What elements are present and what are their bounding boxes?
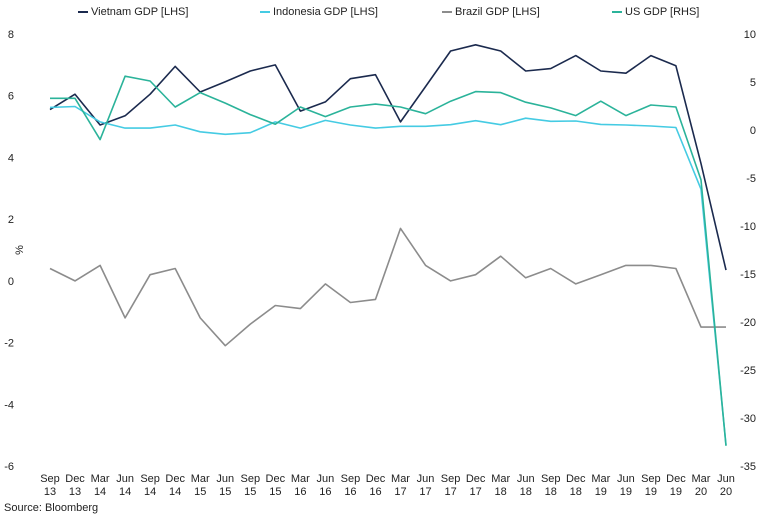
- x-axis-tick-label: Jun: [216, 473, 234, 485]
- x-axis-tick-label: Sep: [441, 473, 461, 485]
- legend-item: US GDP [RHS]: [612, 6, 699, 18]
- x-axis-tick-label: Mar: [91, 473, 110, 485]
- x-axis-tick-label: 17: [444, 486, 456, 498]
- x-axis-tick-label: Jun: [317, 473, 335, 485]
- x-axis-tick-label: 18: [495, 486, 507, 498]
- right-axis-tick-label: 5: [750, 77, 756, 89]
- x-axis-tick-label: 15: [194, 486, 206, 498]
- right-axis-tick-label: -10: [740, 221, 756, 233]
- left-axis-tick-label: 0: [8, 276, 14, 288]
- x-axis-tick-label: Dec: [366, 473, 386, 485]
- x-axis-tick-label: Jun: [417, 473, 435, 485]
- x-axis-tick-label: Dec: [65, 473, 85, 485]
- x-axis-tick-label: Sep: [541, 473, 561, 485]
- source-note: Source: Bloomberg: [4, 502, 99, 514]
- legend-item: Indonesia GDP [LHS]: [260, 6, 378, 18]
- legend-swatch: [260, 11, 270, 13]
- legend-label: Brazil GDP [LHS]: [455, 6, 540, 18]
- series-line-indonesia-gdp: [49, 105, 727, 446]
- x-axis-tick-label: 17: [419, 486, 431, 498]
- x-axis-tick-label: Mar: [391, 473, 410, 485]
- x-axis-tick-label: 18: [520, 486, 532, 498]
- x-axis-tick-label: Sep: [641, 473, 661, 485]
- x-axis-tick-label: 17: [394, 486, 406, 498]
- series-line-brazil-gdp: [49, 227, 726, 347]
- x-axis-tick-label: 16: [294, 486, 306, 498]
- left-axis-tick-label: 2: [8, 214, 14, 226]
- x-axis-tick-label: 20: [720, 486, 732, 498]
- series-line-us-gdp: [50, 75, 727, 446]
- legend-swatch: [612, 11, 622, 13]
- legend-item: Vietnam GDP [LHS]: [78, 6, 188, 18]
- left-axis-tick-label: -6: [4, 461, 14, 473]
- x-axis-tick-label: Sep: [241, 473, 261, 485]
- x-axis-tick-label: 15: [244, 486, 256, 498]
- x-axis-tick-label: Mar: [691, 473, 710, 485]
- right-axis-tick-label: -20: [740, 317, 756, 329]
- right-axis-tick-label: -5: [746, 173, 756, 185]
- x-axis-tick-label: Sep: [40, 473, 60, 485]
- x-axis-tick-label: 18: [545, 486, 557, 498]
- x-axis-tick-label: Jun: [717, 473, 735, 485]
- chart-legend: Vietnam GDP [LHS] Indonesia GDP [LHS] Braz…: [0, 6, 770, 24]
- legend-swatch: [78, 11, 88, 13]
- x-axis-tick-label: 17: [470, 486, 482, 498]
- right-axis-tick-label: -30: [740, 413, 756, 425]
- x-axis-tick-label: Jun: [116, 473, 134, 485]
- right-axis-tick-label: -35: [740, 461, 756, 473]
- x-axis-tick-label: Dec: [266, 473, 286, 485]
- x-axis-tick-label: 19: [670, 486, 682, 498]
- x-axis-tick-label: 18: [570, 486, 582, 498]
- left-axis-tick-label: -4: [4, 399, 14, 411]
- x-axis-tick-label: Jun: [517, 473, 535, 485]
- right-axis-tick-label: 0: [750, 125, 756, 137]
- x-axis-tick-label: Mar: [491, 473, 510, 485]
- x-axis-tick-label: 13: [44, 486, 56, 498]
- x-axis-tick-label: 16: [319, 486, 331, 498]
- x-axis-tick-label: 19: [620, 486, 632, 498]
- legend-swatch: [442, 11, 452, 13]
- right-axis-tick-label: -25: [740, 365, 756, 377]
- x-axis-tick-label: Dec: [566, 473, 586, 485]
- left-axis-tick-label: 4: [8, 152, 14, 164]
- x-axis-tick-label: 16: [344, 486, 356, 498]
- x-axis-tick-label: 14: [94, 486, 106, 498]
- x-axis-tick-label: Dec: [165, 473, 185, 485]
- left-axis-tick-label: 6: [8, 91, 14, 103]
- x-axis-tick-label: 20: [695, 486, 707, 498]
- x-axis-tick-label: Mar: [291, 473, 310, 485]
- x-axis-tick-label: Mar: [191, 473, 210, 485]
- y-axis-label: %: [14, 245, 26, 255]
- right-axis-tick-label: -15: [740, 269, 756, 281]
- x-axis-tick-label: Sep: [140, 473, 160, 485]
- x-axis-tick-label: Dec: [466, 473, 486, 485]
- x-axis-tick-label: 15: [219, 486, 231, 498]
- x-axis-tick-label: 14: [169, 486, 181, 498]
- legend-label: Indonesia GDP [LHS]: [273, 6, 378, 18]
- left-axis-tick-label: 8: [8, 29, 14, 41]
- x-axis-tick-label: 16: [369, 486, 381, 498]
- right-axis-tick-label: 10: [744, 29, 756, 41]
- legend-label: US GDP [RHS]: [625, 6, 700, 18]
- legend-item: Brazil GDP [LHS]: [442, 6, 540, 18]
- x-axis-tick-label: Mar: [591, 473, 610, 485]
- legend-label: Vietnam GDP [LHS]: [91, 6, 189, 18]
- x-axis-tick-label: 13: [69, 486, 81, 498]
- x-axis-tick-label: 14: [144, 486, 156, 498]
- x-axis-tick-label: 19: [645, 486, 657, 498]
- x-axis-tick-label: Dec: [666, 473, 686, 485]
- series-line-vietnam-gdp: [49, 43, 727, 271]
- x-axis-tick-label: Jun: [617, 473, 635, 485]
- x-axis-tick-label: 19: [595, 486, 607, 498]
- x-axis-tick-label: 14: [119, 486, 131, 498]
- x-axis-tick-label: Sep: [341, 473, 361, 485]
- left-axis-tick-label: -2: [4, 338, 14, 350]
- x-axis-tick-label: 15: [269, 486, 281, 498]
